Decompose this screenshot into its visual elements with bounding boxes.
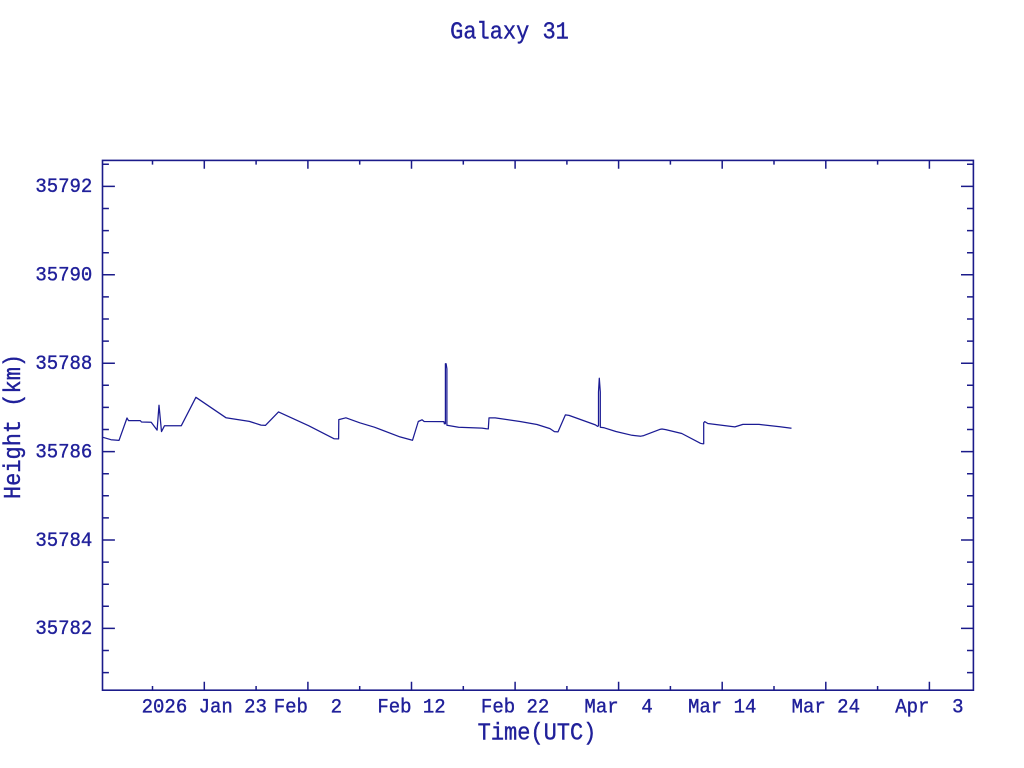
svg-text:Mar 4: Mar 4 (584, 696, 652, 719)
svg-text:Mar 24: Mar 24 (792, 696, 860, 719)
svg-text:35786: 35786 (35, 441, 92, 464)
svg-text:Feb 2: Feb 2 (274, 696, 342, 719)
svg-text:Mar 14: Mar 14 (688, 696, 756, 719)
svg-text:Feb 12: Feb 12 (377, 696, 445, 719)
svg-text:2026 Jan 23: 2026 Jan 23 (142, 696, 267, 719)
svg-text:35790: 35790 (35, 264, 92, 287)
svg-text:Time(UTC): Time(UTC) (478, 720, 597, 747)
svg-text:Galaxy 31: Galaxy 31 (450, 19, 569, 46)
svg-text:35782: 35782 (35, 618, 92, 641)
svg-text:35792: 35792 (35, 176, 92, 199)
svg-text:Height (km): Height (km) (0, 354, 27, 499)
svg-text:Apr 3: Apr 3 (895, 696, 963, 719)
svg-text:35788: 35788 (35, 352, 92, 375)
svg-text:Feb 22: Feb 22 (481, 696, 549, 719)
svg-text:35784: 35784 (35, 529, 92, 552)
